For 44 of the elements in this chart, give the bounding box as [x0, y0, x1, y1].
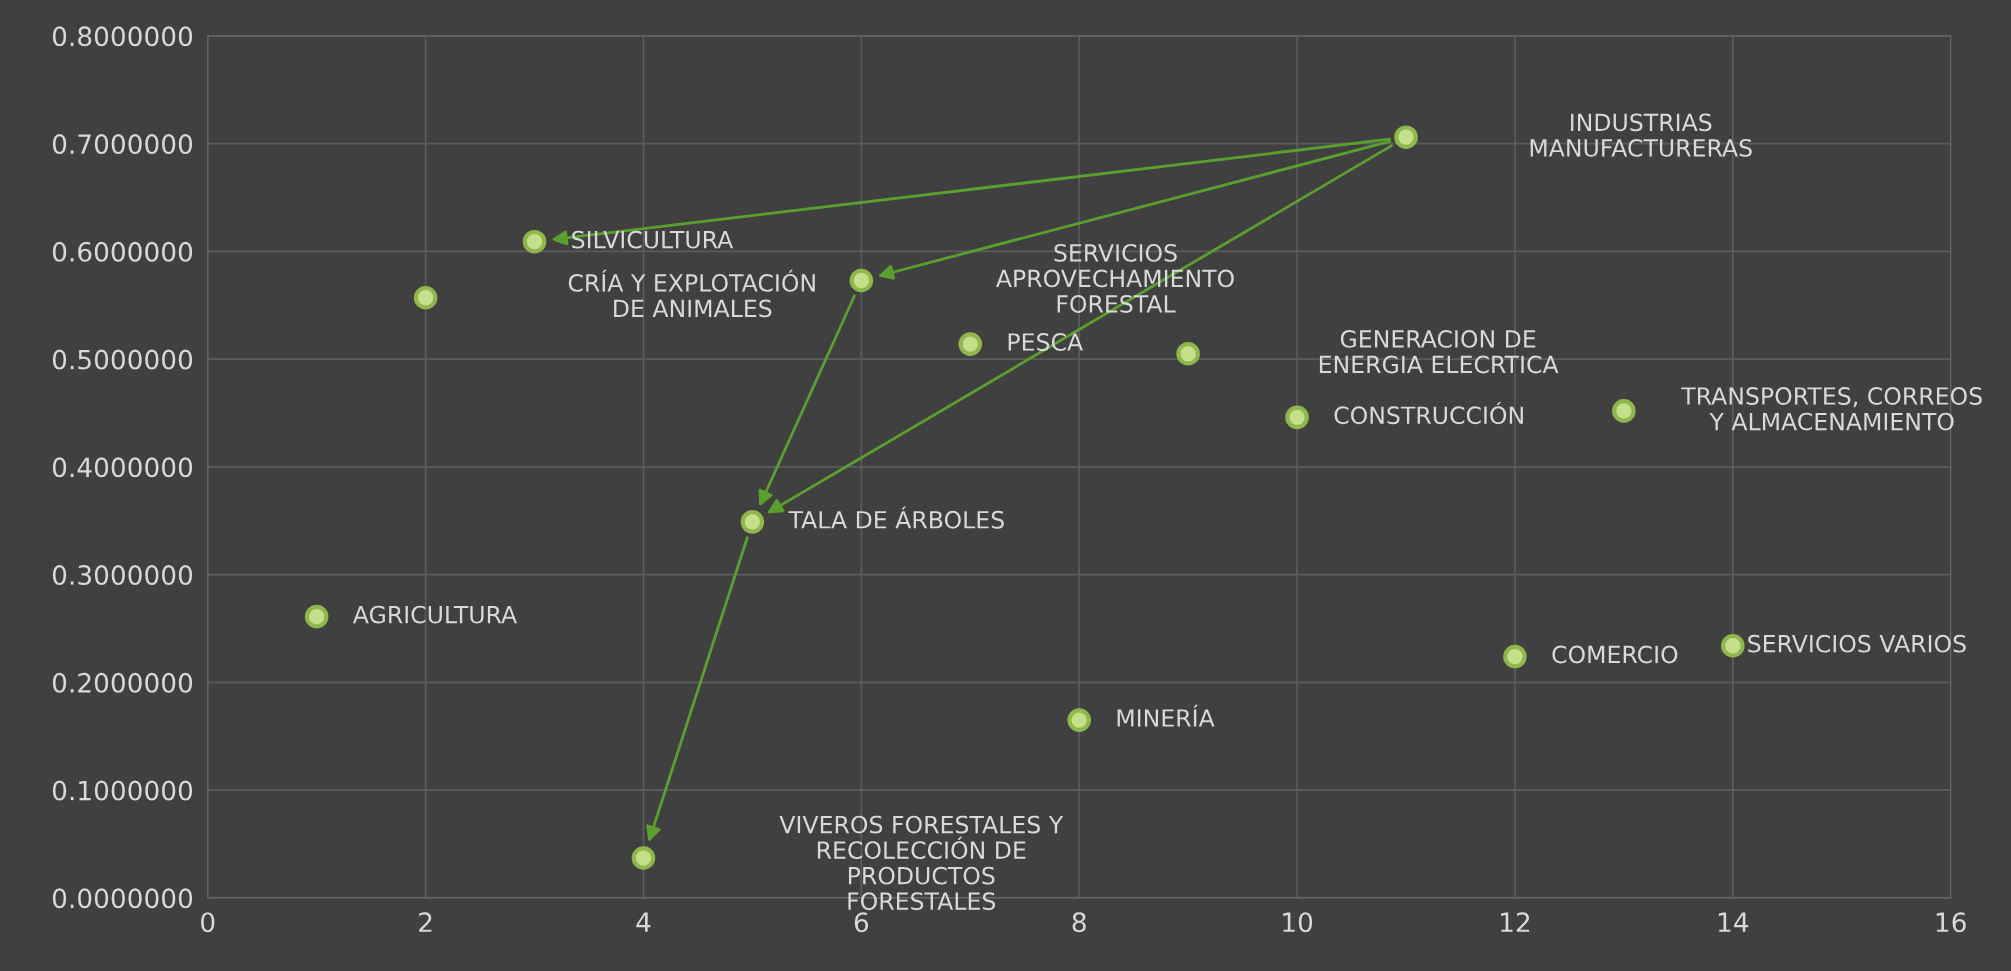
annotation: CRÍA Y EXPLOTACIÓN DE ANIMALES [568, 269, 815, 318]
point [1067, 708, 1092, 732]
point [958, 332, 983, 356]
point [413, 285, 438, 310]
point [1176, 341, 1200, 366]
annotation: TALA DE ÁRBOLES [788, 506, 1004, 529]
annotation: SILVICULTURA [572, 230, 734, 249]
point [522, 229, 547, 254]
y-tick-label: 0.5000000 [52, 349, 193, 370]
point [1503, 644, 1527, 669]
y-tick-label: 0.6000000 [52, 241, 193, 262]
annotation: VIVEROS FORESTALES Y RECOLECCIÓN DE PRODUCTOS FORESTALES [779, 815, 1064, 911]
y-tick-label: 0.8000000 [52, 26, 193, 47]
y-tick-label: 0.4000000 [52, 457, 193, 478]
point [1285, 405, 1309, 430]
annotation: GENERACION DE ENERGIA ELECRTICA [1319, 329, 1559, 374]
x-tick-label: 4 [636, 912, 651, 932]
point [631, 846, 656, 870]
x-tick-label: 16 [1936, 912, 1966, 933]
x-tick-label: 14 [1718, 912, 1749, 932]
point [740, 510, 765, 534]
point [849, 268, 874, 293]
y-tick-label: 0.1000000 [52, 780, 193, 801]
y-tick-label: 0.7000000 [52, 134, 193, 155]
annotation: AGRICULTURA [352, 605, 517, 624]
x-tick-label: 2 [419, 912, 432, 932]
point [1720, 633, 1745, 658]
x-tick-label: 6 [854, 912, 869, 933]
annotation: INDUSTRIAS MANUFACTURERAS [1530, 113, 1752, 157]
annotation: TRANSPORTES, CORREOS Y ALMACENAMIENTO [1681, 387, 1982, 431]
annotation: MINERÍA [1117, 704, 1215, 727]
point [1612, 399, 1636, 423]
annotation: COMERCIO [1552, 645, 1678, 664]
point [304, 604, 329, 629]
y-tick-label: 0.3000000 [52, 565, 193, 586]
x-tick-label: 12 [1501, 912, 1530, 932]
annotation: CONSTRUCCIÓN [1334, 402, 1523, 425]
y-tick-label: 0.0000000 [52, 888, 193, 909]
x-tick-label: 8 [1072, 912, 1086, 933]
annotation: SERVICIOS VARIOS [1748, 634, 1966, 653]
x-tick-label: 10 [1283, 912, 1313, 933]
y-tick-label: 0.2000000 [52, 672, 193, 693]
point [1394, 125, 1418, 150]
x-tick-label: 0 [201, 912, 215, 933]
